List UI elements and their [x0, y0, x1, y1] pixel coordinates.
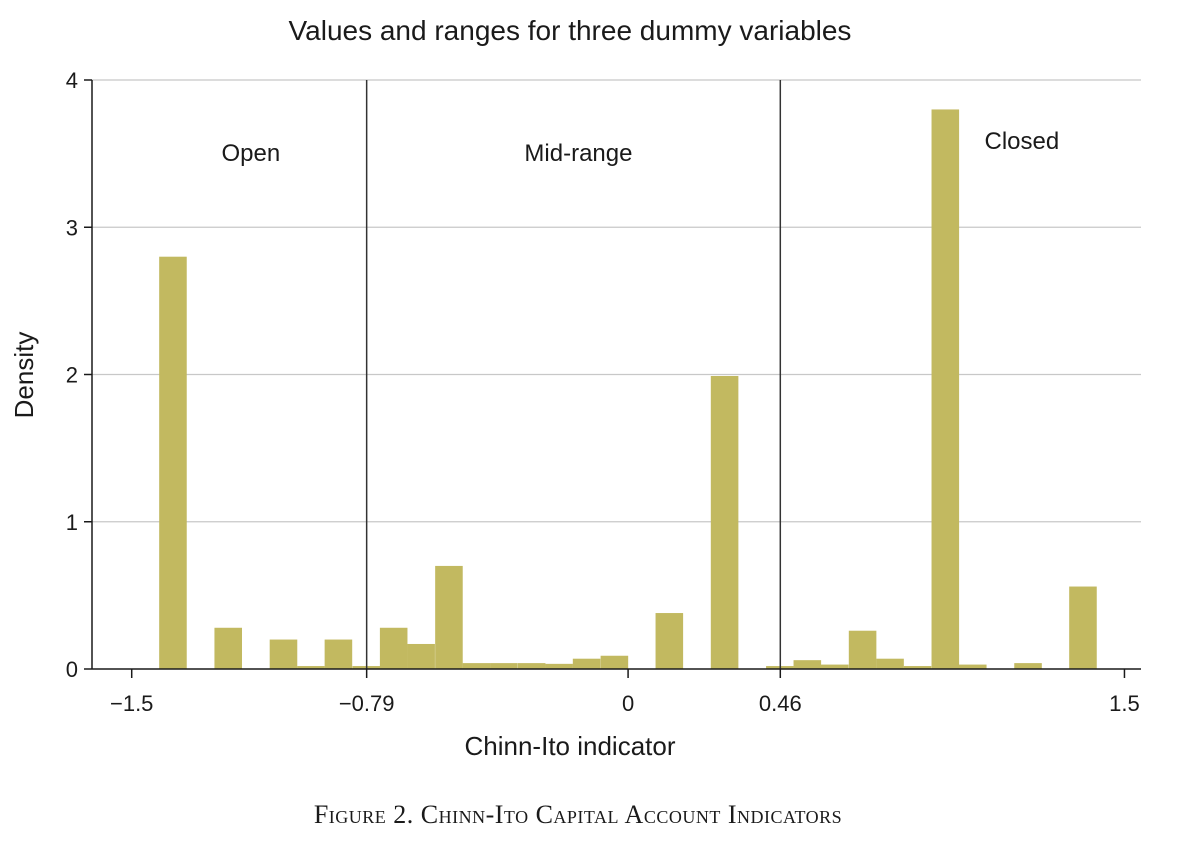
histogram-bar [407, 643, 435, 669]
histogram-bar [572, 658, 601, 669]
histogram-bar [1069, 586, 1097, 669]
histogram-bar [931, 109, 960, 669]
y-tick-label: 4 [66, 68, 78, 93]
histogram-bar [159, 256, 187, 669]
figure-caption: Figure 2. Chinn-Ito Capital Account Indi… [313, 800, 843, 829]
x-tick-label: 0.46 [759, 691, 802, 716]
histogram-bar [490, 663, 518, 669]
histogram-bar [876, 658, 904, 669]
histogram-bar [269, 639, 298, 669]
x-tick-label: 1.5 [1109, 691, 1140, 716]
axes: 0 1 2 3 4 −1.5 −0.79 0 0.46 1.5 [66, 68, 1141, 716]
chart-title: Values and ranges for three dummy variab… [289, 15, 852, 46]
histogram-bar [1014, 663, 1042, 669]
y-tick-label: 2 [66, 363, 78, 388]
y-tick-label: 0 [66, 657, 78, 682]
histogram-bar [517, 663, 546, 669]
x-tick-label: −1.5 [110, 691, 153, 716]
histogram-bar [600, 655, 629, 669]
region-labels: Open Mid-range Closed [221, 128, 1059, 167]
y-tick-label: 1 [66, 510, 78, 535]
x-axis-label: Chinn-Ito indicator [465, 731, 676, 761]
histogram-bar [462, 663, 491, 669]
y-tick-label: 3 [66, 215, 78, 240]
region-label: Closed [985, 128, 1060, 155]
x-tick-label: −0.79 [339, 691, 395, 716]
histogram-bar [903, 666, 932, 669]
histogram-bar [710, 375, 739, 669]
histogram-bar [435, 565, 463, 669]
histogram-bars [159, 109, 1097, 669]
histogram-bar [545, 663, 573, 669]
histogram-bar [324, 639, 353, 669]
histogram-bar [848, 630, 877, 669]
histogram-bar [958, 664, 987, 669]
histogram-bar [297, 666, 325, 669]
cutoff-lines [365, 80, 782, 669]
region-label: Mid-range [524, 140, 632, 167]
x-tick-label: 0 [622, 691, 634, 716]
histogram-bar [821, 664, 849, 669]
region-label: Open [221, 140, 280, 167]
histogram-bar [379, 627, 408, 669]
histogram-bar [214, 627, 243, 669]
histogram-bar [655, 613, 684, 669]
histogram-bar [793, 660, 822, 669]
grid-lines [92, 79, 1141, 523]
y-axis-label: Density [9, 332, 39, 419]
